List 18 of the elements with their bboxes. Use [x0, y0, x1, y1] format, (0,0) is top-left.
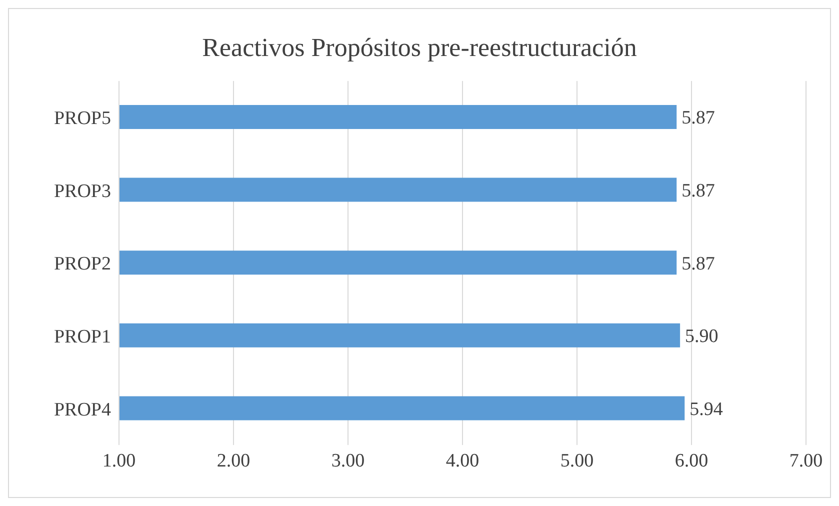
chart-title: Reactivos Propósitos pre-reestructuración: [201, 32, 638, 64]
data-label: 5.90: [685, 326, 718, 348]
y-tick-label: PROP3: [54, 180, 111, 202]
x-tick-label: 1.00: [102, 450, 136, 472]
data-label: 5.94: [690, 398, 724, 420]
y-tick-label: PROP5: [54, 108, 111, 130]
y-tick-label: PROP4: [54, 399, 112, 420]
x-tick-label: 2.00: [216, 450, 250, 472]
x-tick-label: 6.00: [674, 450, 708, 472]
x-tick-label: 4.00: [446, 450, 480, 472]
data-label: 5.87: [682, 253, 715, 274]
y-tick-label: PROP2: [54, 254, 111, 275]
x-tick-label: 7.00: [789, 450, 823, 472]
data-label: 5.87: [682, 108, 715, 129]
data-label: 5.87: [682, 180, 715, 202]
x-tick-label: 5.00: [560, 450, 594, 472]
x-tick-label: 3.00: [331, 450, 365, 472]
y-tick-label: PROP1: [54, 326, 111, 348]
